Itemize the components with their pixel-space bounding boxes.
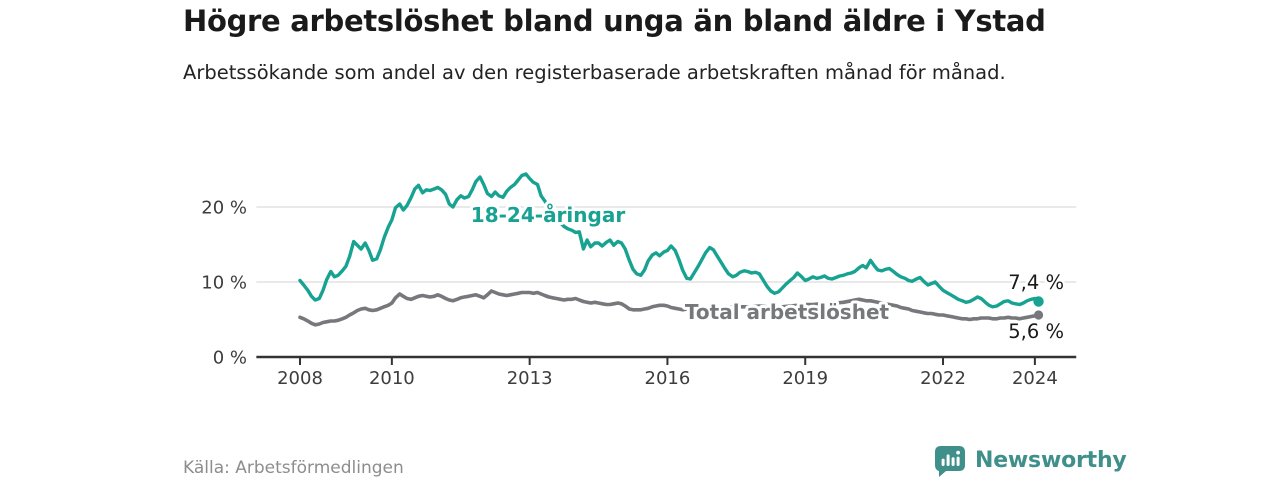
source-note: Källa: Arbetsförmedlingen [183, 458, 404, 478]
newsworthy-logo-icon [935, 446, 965, 477]
series-inline-label: Total arbetslöshet [685, 300, 890, 324]
x-tick-label: 2022 [920, 368, 966, 389]
x-tick-label: 2016 [645, 368, 691, 389]
chart-subtitle: Arbetssökande som andel av den registerb… [183, 61, 1006, 84]
series-end-dot [1033, 296, 1044, 307]
y-tick-label: 0 % [213, 348, 247, 369]
series-end-value-label: 5,6 % [1008, 320, 1064, 343]
x-tick-label: 2008 [277, 368, 323, 389]
x-tick-label: 2010 [369, 368, 415, 389]
x-tick-label: 2024 [1012, 368, 1058, 389]
series-line-young [298, 172, 1041, 309]
page-title: Högre arbetslöshet bland unga än bland ä… [183, 4, 1046, 38]
series-end-value-label: 7,4 % [1008, 271, 1064, 294]
series-end-dot [1033, 310, 1044, 320]
y-tick-label: 10 % [201, 273, 247, 294]
x-tick-label: 2013 [507, 368, 553, 389]
series-inline-label: 18-24-åringar [471, 203, 626, 227]
brand-name: Newsworthy [975, 448, 1127, 473]
y-tick-label: 20 % [201, 198, 247, 219]
brand-lockup: Newsworthy [933, 444, 1127, 477]
x-tick-label: 2019 [782, 368, 828, 389]
series-line-total [298, 289, 1041, 327]
